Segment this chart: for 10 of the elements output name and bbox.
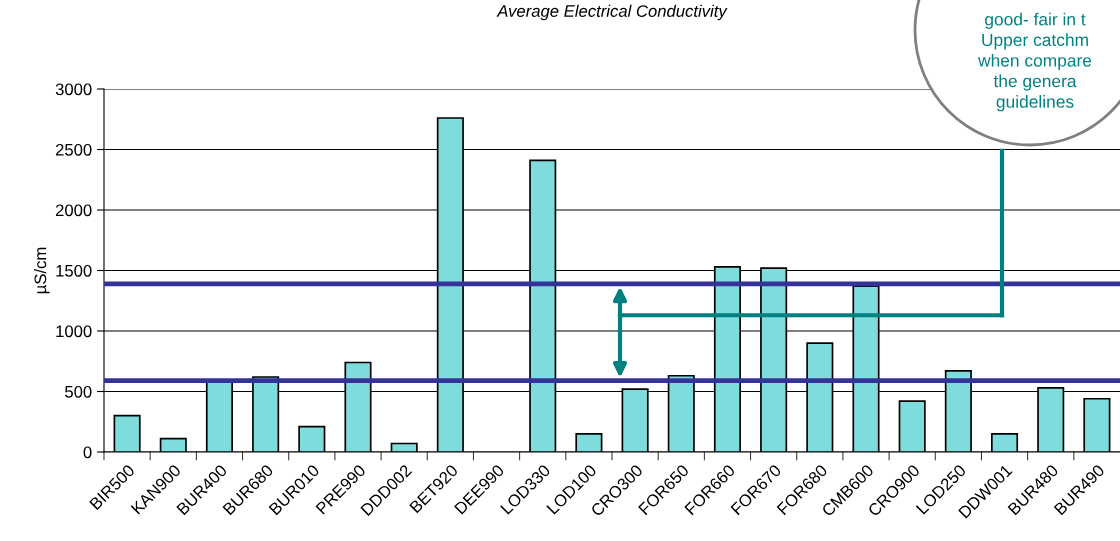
y-tick-label: 0 <box>83 446 92 459</box>
y-tick-label: 2500 <box>55 143 92 156</box>
annotation: good- fair in t Upper catchm when compare the genera guidelines <box>978 12 1092 112</box>
y-tick-label: 3000 <box>55 83 92 96</box>
y-tick-label: 500 <box>65 385 92 398</box>
chart-title: Average Electrical Conductivity <box>496 4 728 21</box>
y-tick-label: 1000 <box>56 325 92 338</box>
y-axis-title: µS/cm <box>34 247 50 294</box>
y-tick-label: 1500 <box>56 264 92 277</box>
y-tick-label: 2000 <box>55 204 92 217</box>
